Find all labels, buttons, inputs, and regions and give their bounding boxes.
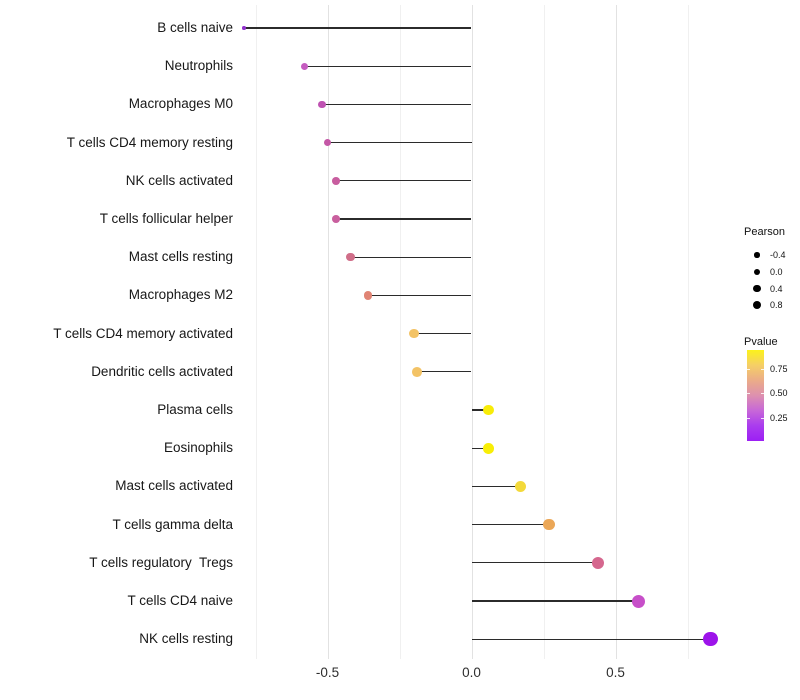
lollipop-stem	[471, 638, 711, 640]
lollipop-stem	[350, 256, 472, 258]
legend-size-dot	[753, 268, 761, 275]
lollipop-stem	[471, 409, 489, 411]
category-label: Neutrophils	[164, 58, 233, 74]
pvalue-bar-tick	[761, 418, 764, 419]
category-label: Mast cells resting	[128, 249, 233, 265]
category-label: Plasma cells	[157, 402, 233, 417]
minor-gridline	[687, 5, 689, 659]
lollipop-stem	[471, 447, 489, 449]
pvalue-bar-tick	[747, 393, 750, 394]
minor-gridline	[399, 5, 401, 659]
category-label: T cells CD4 memory activated	[53, 325, 233, 341]
lollipop-stem	[416, 371, 472, 373]
pvalue-bar-tick	[761, 393, 764, 394]
lollipop-stem	[304, 65, 472, 67]
category-label: T cells follicular helper	[99, 211, 233, 226]
category-label: T cells CD4 naive	[127, 593, 233, 608]
lollipop-stem	[321, 103, 472, 106]
minor-gridline	[255, 5, 257, 659]
lollipop-dot	[346, 253, 355, 262]
lollipop-dot	[332, 215, 341, 223]
lollipop-dot	[703, 632, 718, 647]
category-label: T cells regulatory Tregs	[89, 554, 233, 570]
lollipop-dot	[363, 291, 373, 300]
pvalue-tick-label: 0.75	[770, 364, 788, 374]
legend-size-dot	[753, 285, 761, 293]
lollipop-dot	[483, 442, 495, 454]
pvalue-bar-tick	[747, 418, 750, 419]
lollipop-dot	[514, 480, 527, 492]
legend-size-label: -0.4	[770, 250, 786, 260]
category-label: Macrophages M2	[128, 287, 233, 303]
legend-pvalue-color: Pvalue 0.75 0.50 0.25	[744, 336, 800, 446]
pvalue-bar-tick	[761, 369, 764, 370]
lollipop-dot	[242, 26, 246, 30]
major-gridline	[327, 5, 329, 659]
lollipop-stem	[471, 600, 639, 602]
category-label: T cells gamma delta	[112, 516, 233, 532]
legend-size-label: 0.8	[770, 300, 783, 311]
category-label: NK cells resting	[139, 631, 233, 647]
x-tick-label: 0.5	[606, 665, 625, 680]
lollipop-dot	[592, 556, 605, 569]
pvalue-tick-label: 0.50	[770, 388, 788, 398]
pvalue-gradient-bar	[747, 350, 764, 441]
category-label: NK cells activated	[125, 172, 233, 188]
x-tick-label: -0.5	[315, 665, 340, 680]
legend-size-dot	[754, 252, 760, 258]
lollipop-dot	[483, 404, 495, 416]
lollipop-stem	[367, 294, 472, 297]
legend-pvalue-title: Pvalue	[744, 336, 778, 348]
lollipop-dot	[332, 176, 341, 185]
lollipop-stem	[413, 332, 472, 335]
lollipop-dot	[411, 366, 422, 377]
lollipop-stem	[336, 180, 472, 182]
legend-size-label: 0.4	[770, 283, 783, 294]
legend-pearson-title: Pearson	[744, 226, 785, 238]
lollipop-dot	[543, 518, 556, 531]
lollipop-dot	[323, 138, 332, 147]
lollipop-stem	[471, 562, 599, 564]
legend-pearson-size: Pearson -0.4 0.0 0.4 0.8	[744, 226, 800, 316]
category-label: Macrophages M0	[128, 96, 233, 112]
lollipop-dot	[632, 594, 646, 608]
lollipop-stem	[327, 141, 472, 144]
legend-size-label: 0.0	[770, 266, 783, 277]
lollipop-stem	[336, 218, 472, 220]
minor-gridline	[543, 5, 545, 659]
category-label: B cells naive	[157, 20, 233, 35]
major-gridline	[471, 5, 473, 659]
pvalue-bar-tick	[747, 369, 750, 370]
pvalue-tick-label: 0.25	[770, 413, 788, 423]
lollipop-dot	[409, 328, 419, 339]
lollipop-stem	[243, 27, 472, 29]
x-tick-label: 0.0	[462, 665, 481, 680]
lollipop-dot	[300, 62, 309, 70]
lollipop-stem	[471, 485, 521, 488]
category-label: Mast cells activated	[115, 478, 233, 494]
lollipop-dot	[317, 100, 326, 109]
category-label: Eosinophils	[163, 440, 233, 456]
category-label: Dendritic cells activated	[91, 363, 233, 379]
major-gridline	[615, 5, 617, 659]
category-label: T cells CD4 memory resting	[66, 134, 233, 150]
legend-size-dot	[752, 301, 762, 310]
lollipop-stem	[471, 523, 550, 526]
